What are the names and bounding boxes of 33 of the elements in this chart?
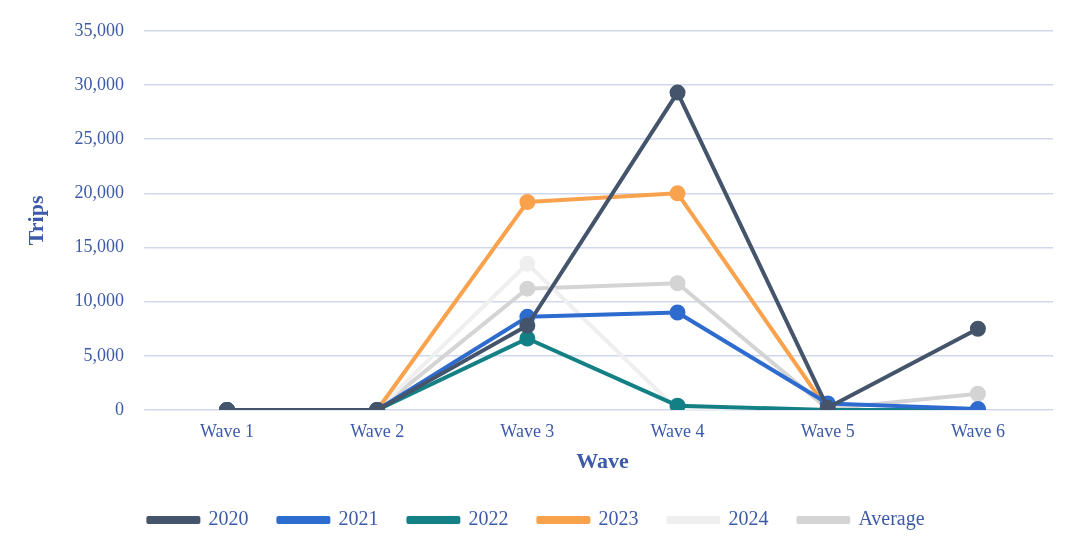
point (969, 385, 986, 402)
y-tick-label: 5,000 (83, 344, 124, 365)
y-tick-label: 20,000 (74, 182, 124, 203)
legend-label: 2022 (468, 507, 509, 530)
y-tick-label: 10,000 (74, 290, 124, 311)
x-tick-label: Wave 2 (350, 420, 405, 441)
legend-label: 2021 (338, 507, 379, 530)
y-axis-title: Trips (22, 195, 48, 246)
point (519, 317, 536, 334)
point (669, 185, 686, 202)
x-tick-label: Wave 4 (650, 420, 705, 441)
legend-label: Average (858, 507, 925, 531)
y-tick-label: 15,000 (74, 236, 124, 257)
x-tick-label: Wave 1 (199, 420, 255, 441)
point (519, 330, 536, 347)
x-tick-label: Wave 6 (950, 420, 1005, 441)
point (669, 275, 686, 292)
x-tick-label: Wave 3 (500, 420, 555, 441)
point (669, 397, 686, 410)
point (519, 193, 536, 210)
point (669, 84, 686, 101)
legend-label: 2020 (208, 507, 249, 530)
point (519, 280, 536, 297)
legend-label: 2023 (598, 507, 639, 530)
y-tick-label: 35,000 (74, 19, 124, 40)
legend-label: 2024 (728, 507, 769, 530)
x-tick-label: Wave 5 (800, 420, 855, 441)
y-tick-label: 0 (114, 398, 124, 419)
point (969, 320, 986, 337)
y-tick-label: 25,000 (74, 127, 124, 148)
y-tick-label: 30,000 (74, 73, 124, 94)
x-axis-title: Wave (576, 448, 629, 474)
point (669, 304, 686, 321)
